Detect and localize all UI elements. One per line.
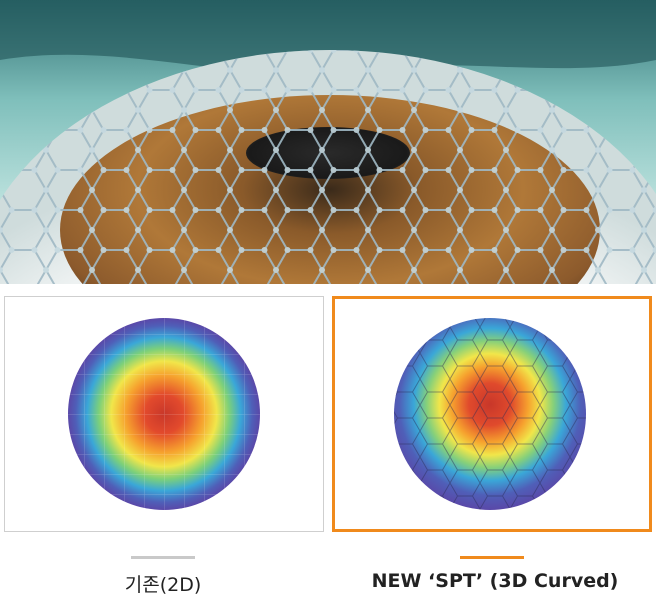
conventional-2d-panel [4,296,324,532]
curved-hex-heatmap-icon [394,318,586,510]
new-spt-3d-panel [332,296,652,532]
eye-lattice-illustration [0,0,656,284]
new-spt-legend-bar [460,556,524,559]
eye-lattice-image [0,0,656,284]
new-spt-caption: NEW ‘SPT’ (3D Curved) [371,570,619,592]
conventional-legend-bar [131,556,195,559]
conventional-caption: 기존(2D) [124,574,202,596]
flat-grid-heatmap-icon [68,318,260,510]
